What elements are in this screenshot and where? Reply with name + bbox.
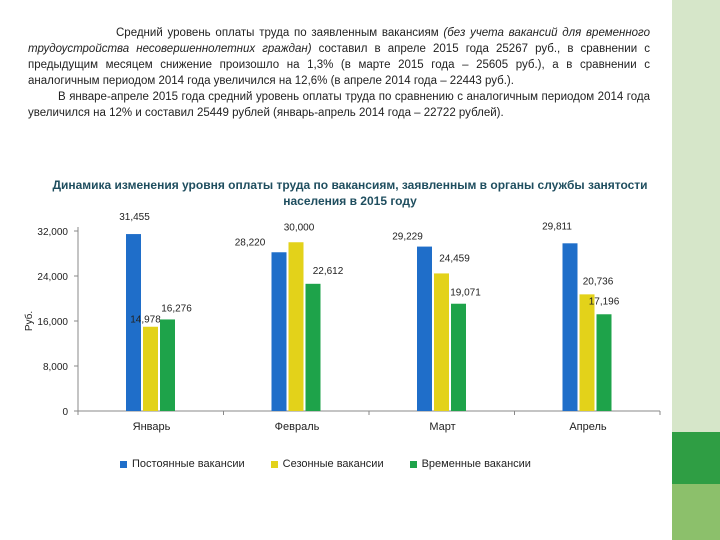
legend-label-temporary: Временные вакансии bbox=[421, 458, 531, 470]
legend-label-seasonal: Сезонные вакансии bbox=[282, 458, 384, 470]
chart-title: Динамика изменения уровня оплаты труда п… bbox=[52, 178, 648, 208]
intro-p1-start: Средний уровень оплаты труда по заявленн… bbox=[116, 27, 444, 39]
intro-p1-rest: составил в апреле 2015 года 25267 руб., … bbox=[28, 43, 650, 87]
data-label: 30,000 bbox=[284, 222, 315, 233]
bar-0-1 bbox=[271, 252, 287, 411]
y-tick-label: 8,000 bbox=[43, 362, 68, 373]
bar-1-2 bbox=[434, 273, 449, 411]
data-label: 31,455 bbox=[119, 212, 150, 223]
legend-item-seasonal: Сезонные вакансии bbox=[270, 458, 384, 470]
data-label: 29,229 bbox=[392, 232, 423, 243]
category-label: Март bbox=[429, 421, 455, 433]
bar-2-1 bbox=[305, 283, 321, 411]
y-tick-label: 0 bbox=[62, 407, 68, 418]
intro-p1-italic: (без учета вакансий для временного трудо… bbox=[28, 27, 650, 55]
bar-2-2 bbox=[451, 303, 466, 411]
data-label: 29,811 bbox=[542, 221, 572, 232]
legend-swatch-permanent bbox=[120, 460, 127, 468]
legend-swatch-seasonal bbox=[270, 460, 278, 468]
decorative-side-strip bbox=[672, 0, 720, 540]
bar-1-1 bbox=[288, 242, 304, 411]
bar-0-3 bbox=[562, 243, 578, 411]
data-label: 20,736 bbox=[583, 276, 614, 287]
data-label: 28,220 bbox=[235, 237, 266, 248]
intro-paragraph-1: Средний уровень оплаты труда по заявленн… bbox=[28, 25, 650, 89]
y-tick-label: 32,000 bbox=[37, 227, 68, 238]
category-label: Апрель bbox=[569, 421, 607, 433]
intro-paragraph-2: В январе-апреле 2015 года средний уровен… bbox=[28, 91, 650, 119]
bar-0-0 bbox=[126, 234, 141, 411]
data-label: 24,459 bbox=[439, 253, 470, 264]
chart-legend: Постоянные вакансии Сезонные вакансии Вр… bbox=[120, 458, 640, 470]
y-tick-label: 24,000 bbox=[37, 272, 68, 283]
data-label: 19,071 bbox=[450, 288, 481, 299]
side-strip-mid bbox=[672, 432, 720, 484]
data-label: 22,612 bbox=[313, 266, 344, 277]
side-strip-dark bbox=[672, 484, 720, 540]
category-label: Февраль bbox=[275, 421, 320, 433]
y-axis-label: Руб. bbox=[23, 311, 35, 331]
bar-0-2 bbox=[417, 246, 432, 411]
legend-item-temporary: Временные вакансии bbox=[409, 458, 531, 470]
data-label: 16,276 bbox=[161, 303, 192, 314]
intro-text: Средний уровень оплаты труда по заявленн… bbox=[28, 25, 650, 121]
legend-swatch-temporary bbox=[409, 460, 417, 468]
bar-2-0 bbox=[160, 319, 175, 411]
legend-label-permanent: Постоянные вакансии bbox=[132, 458, 245, 470]
category-label: Январь bbox=[133, 421, 171, 433]
bar-2-3 bbox=[596, 314, 612, 411]
bar-1-0 bbox=[143, 326, 158, 411]
bar-1-3 bbox=[579, 294, 595, 411]
y-tick-label: 16,000 bbox=[37, 317, 68, 328]
data-label: 17,196 bbox=[589, 296, 620, 307]
legend-item-permanent: Постоянные вакансии bbox=[120, 458, 245, 470]
data-label: 14,978 bbox=[130, 315, 161, 326]
